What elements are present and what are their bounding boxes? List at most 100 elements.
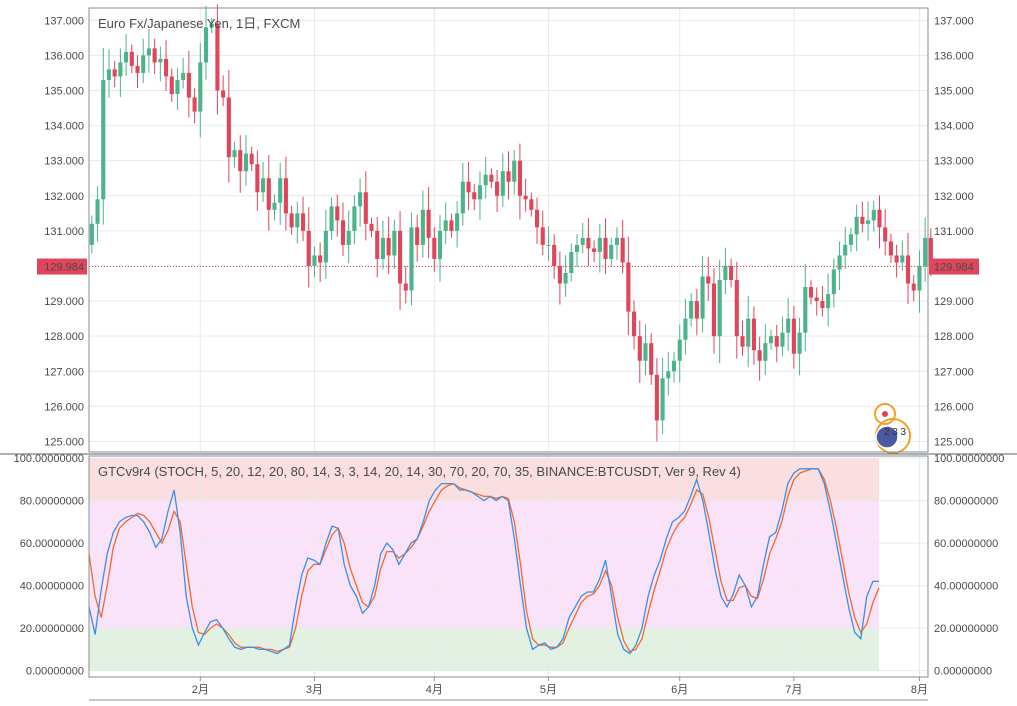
candle-body — [198, 62, 203, 112]
price-tick-label-right: 132.000 — [934, 191, 974, 203]
time-tick-label: 8月 — [911, 684, 928, 696]
candle-body — [791, 318, 796, 354]
candle-body — [437, 230, 443, 259]
price-tick-label-left: 128.000 — [44, 331, 84, 343]
candle-body — [363, 192, 368, 224]
candle-body — [500, 171, 505, 196]
time-tick-label: 4月 — [426, 684, 443, 696]
event-badge-text: 2 3 3 — [884, 427, 907, 438]
candle-body — [232, 150, 237, 158]
candle-body — [660, 378, 665, 421]
price-pane[interactable]: Euro Fx/Japanese Yen, 1日, FXCM 137.00013… — [37, 4, 979, 454]
candle-body — [843, 244, 848, 256]
indicator-tick-label-right: 100.00000000 — [934, 453, 1004, 465]
candle-body — [797, 332, 802, 354]
candle-body — [700, 276, 705, 319]
candle-body — [637, 336, 642, 361]
candle-body — [643, 343, 648, 361]
candle-body — [694, 301, 699, 319]
price-tick-label-left: 131.000 — [44, 226, 84, 238]
last-price-label-right: 129.984 — [929, 258, 979, 275]
candle-body — [689, 301, 694, 319]
candle-body — [158, 58, 163, 63]
candle-body — [888, 241, 893, 256]
candle-body — [489, 174, 494, 182]
candle-body — [181, 72, 186, 80]
candle-body — [512, 160, 517, 182]
candle-body — [477, 185, 483, 200]
candle-body — [352, 206, 357, 231]
candle-body — [141, 55, 146, 73]
candle-body — [106, 69, 112, 80]
indicator-right-axis[interactable]: 100.00000000 80.00000000 60.00000000 40.000… — [934, 453, 1004, 678]
candle-body — [592, 248, 597, 252]
candle-body — [557, 265, 562, 284]
candle-body — [318, 255, 323, 263]
candle-body — [403, 283, 408, 291]
event-badge-icon[interactable]: 2 3 3 — [874, 403, 911, 454]
price-tick-label-right: 129.000 — [934, 296, 974, 308]
candle-body — [358, 192, 363, 207]
candle-body — [255, 164, 260, 193]
candle-body — [734, 280, 739, 337]
candle-body — [300, 213, 306, 231]
candle-body — [894, 255, 899, 263]
candle-body — [740, 336, 745, 347]
price-tick-label-right: 137.000 — [934, 15, 974, 27]
candle-body — [272, 202, 277, 210]
candle-body — [683, 318, 688, 340]
candle-body — [221, 90, 226, 98]
candle-body — [866, 220, 871, 224]
candle-body — [472, 192, 477, 200]
price-tick-label-right: 134.000 — [934, 121, 974, 133]
candle-body — [905, 255, 911, 284]
candle-body — [95, 199, 100, 224]
candle-body — [546, 244, 551, 246]
candle-body — [289, 213, 294, 228]
candle-body — [163, 58, 169, 77]
pane-borders — [0, 7, 1017, 701]
candle-body — [495, 181, 500, 196]
candle-body — [226, 97, 231, 158]
candle-body — [466, 181, 471, 193]
price-tick-label-right: 136.000 — [934, 50, 974, 62]
candle-body — [632, 311, 637, 337]
candle-body — [580, 237, 585, 245]
candle-body — [871, 209, 876, 221]
candle-body — [774, 336, 779, 347]
candle-body — [529, 199, 534, 210]
price-tick-label-right: 127.000 — [934, 366, 974, 378]
price-tick-label-right: 128.000 — [934, 331, 974, 343]
indicator-pane[interactable]: GTCv9r4 (STOCH, 5, 20, 12, 20, 80, 14, 3… — [14, 453, 1005, 678]
candle-body — [203, 27, 209, 63]
time-axis[interactable]: 2月 3月 4月 5月 6月 7月 8月 — [192, 677, 928, 696]
candle-body — [449, 220, 454, 231]
price-tick-label-left: 134.000 — [44, 121, 84, 133]
price-tick-label-right: 131.000 — [934, 226, 974, 238]
price-tick-label-right: 135.000 — [934, 85, 974, 97]
time-tick-label: 7月 — [785, 684, 802, 696]
candle-body — [677, 339, 682, 361]
indicator-tick-label-left: 0.00000000 — [26, 666, 84, 678]
candle-body — [380, 237, 385, 259]
candle-body — [820, 301, 825, 309]
candle-body — [426, 209, 431, 238]
candle-body — [848, 234, 854, 245]
candle-body — [460, 181, 465, 214]
indicator-title: GTCv9r4 (STOCH, 5, 20, 12, 20, 80, 14, 3… — [98, 464, 741, 479]
price-tick-label-left: 126.000 — [44, 401, 84, 413]
candle-body — [757, 350, 762, 361]
candle-body — [780, 332, 785, 347]
candle-body — [666, 371, 671, 379]
candle-body — [620, 237, 625, 263]
indicator-tick-label-left: 60.00000000 — [20, 538, 84, 550]
price-tick-label-left: 132.000 — [44, 191, 84, 203]
time-tick-label: 3月 — [306, 684, 323, 696]
price-pane-border — [88, 7, 929, 453]
candle-body — [455, 213, 460, 231]
price-right-axis[interactable]: 137.000 136.000 135.000 134.000 133.000 132.0… — [934, 15, 974, 448]
candle-body — [786, 318, 791, 333]
candle-body — [323, 230, 328, 263]
indicator-tick-label-left: 100.00000000 — [14, 453, 84, 465]
candle-body — [152, 48, 157, 63]
